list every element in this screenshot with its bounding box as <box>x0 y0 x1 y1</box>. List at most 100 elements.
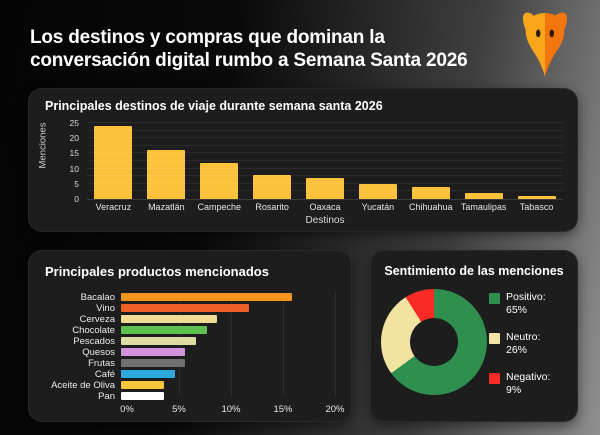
bar-chihuahua <box>411 186 450 199</box>
legend-text-positivo-: Positivo: <box>506 291 546 303</box>
product-row-vino: Vino <box>41 302 335 314</box>
x-tick-yucatan: Yucatán <box>361 202 395 212</box>
destinos-y-axis-label: Menciones <box>37 122 49 169</box>
product-bar-pan <box>121 392 164 400</box>
page-title: Los destinos y compras que dominan la con… <box>30 26 468 72</box>
product-bar-quesos <box>121 348 186 356</box>
destinos-gridline <box>87 167 563 169</box>
bar-slot-oaxaca <box>299 123 352 199</box>
productos-x-tick-20: 20% <box>325 404 345 415</box>
product-row-cafe: Café <box>41 368 335 380</box>
y-tick-15: 15 <box>69 148 79 159</box>
y-tick-25: 25 <box>69 118 79 128</box>
bar-slot-rosarito <box>246 123 299 199</box>
product-track-frutas <box>121 359 335 367</box>
product-label-bacalao: Bacalao <box>80 291 115 303</box>
productos-gridline-15 <box>283 293 284 396</box>
product-row-aceite-de-oliva: Aceite de Oliva <box>41 379 335 391</box>
y-tick-10: 10 <box>69 163 79 174</box>
destinos-x-ticks: Veracruz Mazatlán Campeche Rosarito Oaxaca Yu… <box>87 202 563 212</box>
destinos-gridline <box>87 175 563 177</box>
fox-logo-icon <box>522 12 568 77</box>
product-label-cerveza: Cerveza <box>79 313 115 325</box>
product-row-pan: Pan <box>41 390 335 402</box>
product-row-cerveza: Cerveza <box>41 313 335 325</box>
x-tick-veracruz: Veracruz <box>95 202 132 212</box>
productos-gridline-20 <box>335 293 336 396</box>
sentimiento-chart-title: Sentimiento de las menciones <box>384 264 564 278</box>
legend-label-neutro-: Neutro: 26% <box>506 331 540 356</box>
x-tick-tabasco: Tabasco <box>519 202 554 212</box>
x-tick-tamaulipas: Tamaulipas <box>460 202 507 212</box>
legend-value-negativo-: 9% <box>506 383 522 396</box>
x-tick-mazatlan: Mazatlán <box>148 202 185 212</box>
page-title-line1: Los destinos y compras que dominan la <box>30 27 385 48</box>
bar-campeche <box>200 162 239 199</box>
product-track-quesos <box>121 348 335 356</box>
panel-sentimiento: Sentimiento de las menciones Positivo: 65… <box>370 250 578 422</box>
legend-value-positivo-: 65% <box>506 303 528 316</box>
product-row-quesos: Quesos <box>41 347 335 358</box>
productos-x-tick-10: 10% <box>221 404 241 415</box>
bar-slot-campeche <box>193 123 246 199</box>
product-bar-cerveza <box>121 315 218 323</box>
product-bar-bacalao <box>121 293 293 301</box>
legend-label-negativo-: Negativo: 9% <box>506 371 550 396</box>
bar-slot-tamaulipas <box>457 123 510 199</box>
bar-tabasco <box>517 195 556 199</box>
product-track-cafe <box>121 370 335 378</box>
product-bar-frutas <box>121 359 186 367</box>
productos-rows: Bacalao Vino Cerveza Chocolate Pescados Queso… <box>41 291 335 402</box>
product-bar-vino <box>121 304 250 312</box>
productos-x-tick-15: 15% <box>273 404 293 415</box>
productos-chart-title: Principales productos mencionados <box>45 264 269 279</box>
legend-swatch-neutro- <box>489 333 500 345</box>
panel-destinos: Principales destinos de viaje durante se… <box>28 88 578 232</box>
product-row-frutas: Frutas <box>41 357 335 369</box>
product-label-aceite-de-oliva: Aceite de Oliva <box>51 379 115 391</box>
x-tick-campeche: Campeche <box>197 202 241 212</box>
product-track-vino <box>121 304 335 312</box>
product-track-aceite-de-oliva <box>121 381 335 389</box>
sentimiento-legend: Positivo: 65% Neutro: 26% Negativo: 9% <box>489 291 569 397</box>
product-label-cafe: Café <box>94 368 115 380</box>
destinos-chart-title: Principales destinos de viaje durante se… <box>45 99 383 113</box>
bar-tamaulipas <box>464 192 503 199</box>
product-bar-aceite-de-oliva <box>121 381 164 389</box>
legend-item-neutro-: Neutro: 26% <box>489 331 569 356</box>
destinos-gridline <box>87 137 563 139</box>
product-label-pan: Pan <box>98 390 115 402</box>
product-label-frutas: Frutas <box>88 357 115 369</box>
bar-rosarito <box>253 174 292 199</box>
product-track-chocolate <box>121 326 335 334</box>
y-tick-0: 0 <box>74 194 79 204</box>
product-track-cerveza <box>121 315 335 323</box>
page-title-line2: conversación digital rumbo a Semana Sant… <box>30 50 468 72</box>
product-label-pescados: Pescados <box>73 335 115 347</box>
destinos-gridline <box>87 122 563 123</box>
x-tick-rosarito: Rosarito <box>255 202 289 212</box>
bar-oaxaca <box>305 177 345 199</box>
productos-x-tick-5: 5% <box>172 404 186 415</box>
product-row-bacalao: Bacalao <box>41 291 335 303</box>
product-label-vino: Vino <box>96 302 115 314</box>
bar-slot-tabasco <box>510 123 563 199</box>
product-row-chocolate: Chocolate <box>41 325 335 336</box>
destinos-plot <box>87 122 563 200</box>
bar-mazatlan <box>147 150 186 199</box>
destinos-chart: Menciones 0 5 10 15 20 25 Veracruz Mazatlán Cam… <box>37 118 563 226</box>
destinos-gridline <box>87 182 563 184</box>
product-track-pescados <box>121 337 335 345</box>
x-tick-chihuahua: Chihuahua <box>409 202 453 212</box>
product-row-pescados: Pescados <box>41 335 335 347</box>
productos-x-ticks: 0% 5% 10% 15% 20% <box>120 403 344 417</box>
product-bar-pescados <box>121 337 196 345</box>
product-track-bacalao <box>121 293 335 301</box>
legend-swatch-positivo- <box>489 293 500 304</box>
productos-gridline-10 <box>231 293 232 396</box>
legend-text-neutro-: Neutro: <box>506 331 541 344</box>
x-tick-oaxaca: Oaxaca <box>309 202 341 212</box>
bar-slot-chihuahua <box>404 123 457 199</box>
legend-value-neutro-: 26% <box>506 343 528 356</box>
